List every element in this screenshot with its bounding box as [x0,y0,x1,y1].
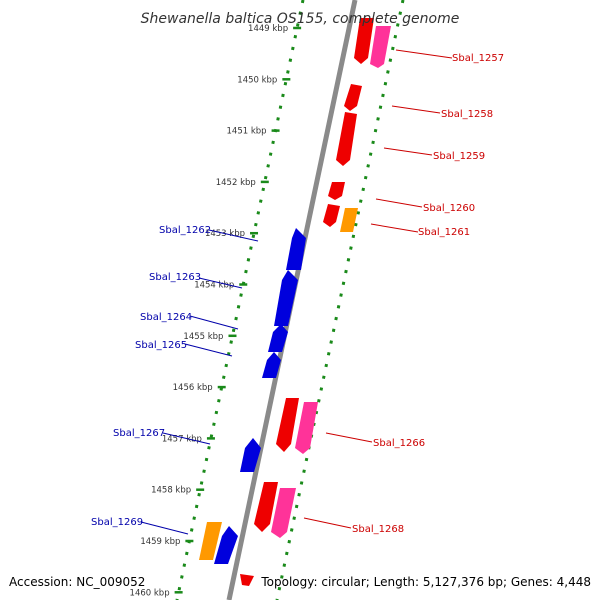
gene-sbal-1265 [262,352,281,378]
label-sbal-1261: Sbal_1261 [418,227,470,238]
tick-label: 1451 kbp [227,127,267,137]
label-sbal-1267: Sbal_1267 [113,428,165,439]
label-sbal-1266: Sbal_1266 [373,438,425,449]
label-sbal-1264: Sbal_1264 [140,312,192,323]
accession-text: Accession: NC_009052 [9,575,145,589]
forward-genes [240,18,391,586]
gene-sbal-1267 [240,438,261,472]
gene-sbal-1269b [214,526,238,564]
gene-sbal-1266b [295,402,318,454]
forward-label-lines [303,49,453,529]
gene-sbal-1259 [336,112,357,166]
genome-summary-text: Topology: circular; Length: 5,127,376 bp… [260,575,591,589]
tick-label: 1459 kbp [140,537,180,547]
gene-sbal-1257a [354,18,374,64]
gene-sbal-1268b [271,488,296,538]
gene-sbal-1257b [370,26,391,68]
gene-sbal-1269a [199,522,222,560]
tick-label: 1453 kbp [205,229,245,239]
gene-sbal-1262 [286,228,306,270]
label-sbal-1268: Sbal_1268 [352,524,404,535]
label-sbal-1262: Sbal_1262 [159,225,211,236]
tick-label: 1452 kbp [216,178,256,188]
gene-sbal-1260a [328,182,345,200]
tick-label: 1450 kbp [237,75,277,85]
gene-sbal-1261 [340,208,358,232]
tick-marks: 1449 kbp 1450 kbp 1451 kbp 1452 kbp 1453 kbp… [130,24,302,598]
gene-sbal-1268a [254,482,278,532]
label-sbal-1263: Sbal_1263 [149,272,201,283]
label-sbal-1258: Sbal_1258 [441,109,493,120]
label-sbal-1265: Sbal_1265 [135,340,187,351]
reverse-label-lines [140,229,259,535]
reverse-genes [199,228,306,564]
label-sbal-1260: Sbal_1260 [423,203,475,214]
label-sbal-1259: Sbal_1259 [433,151,485,162]
map-title: Shewanella baltica OS155, complete genom… [141,11,460,27]
gene-sbal-1258 [344,84,362,111]
tick-label: 1458 kbp [151,486,191,496]
gene-sbal-1266a [276,398,299,452]
label-sbal-1257: Sbal_1257 [452,53,504,64]
label-sbal-1269: Sbal_1269 [91,517,143,528]
tick-label: 1456 kbp [173,383,213,393]
gene-sbal-1264 [268,324,288,352]
tick-label: 1455 kbp [183,332,223,342]
gene-sbal-1270 [240,574,254,586]
tick-label: 1460 kbp [130,588,170,598]
tick-label: 1457 kbp [162,434,202,444]
gene-sbal-1260b [323,204,340,227]
tick-label: 1449 kbp [248,24,288,34]
gene-sbal-1263 [274,270,298,326]
outer-tick-ring [275,0,405,600]
tick-label: 1454 kbp [194,281,234,291]
